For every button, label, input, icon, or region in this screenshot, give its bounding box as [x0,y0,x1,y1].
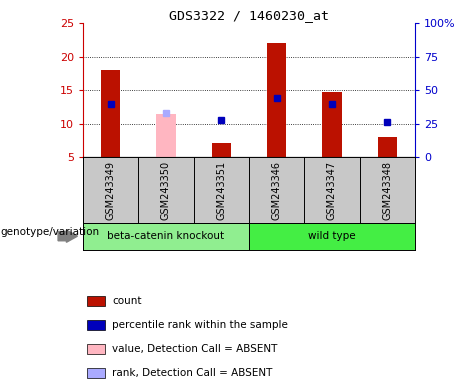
Text: genotype/variation: genotype/variation [0,227,99,237]
Bar [212,142,231,157]
Text: wild type: wild type [308,231,356,241]
Bar [83,223,249,250]
FancyArrow shape [58,230,77,242]
Text: GSM243348: GSM243348 [382,161,392,220]
Text: GSM243351: GSM243351 [216,161,226,220]
Bar [322,92,342,157]
Bar [87,296,105,306]
Text: beta-catenin knockout: beta-catenin knockout [107,231,225,241]
Text: GSM243346: GSM243346 [272,161,282,220]
Text: GSM243347: GSM243347 [327,161,337,220]
Bar [87,320,105,330]
Text: count: count [112,296,142,306]
Text: GSM243350: GSM243350 [161,161,171,220]
Title: GDS3322 / 1460230_at: GDS3322 / 1460230_at [169,9,329,22]
Text: value, Detection Call = ABSENT: value, Detection Call = ABSENT [112,344,278,354]
Bar [87,368,105,378]
Text: percentile rank within the sample: percentile rank within the sample [112,320,289,330]
Bar [101,70,120,157]
Bar [249,223,415,250]
Text: GSM243349: GSM243349 [106,161,116,220]
Text: rank, Detection Call = ABSENT: rank, Detection Call = ABSENT [112,368,273,378]
Bar [156,114,176,157]
Bar [378,137,397,157]
Bar [267,43,286,157]
Bar [87,344,105,354]
